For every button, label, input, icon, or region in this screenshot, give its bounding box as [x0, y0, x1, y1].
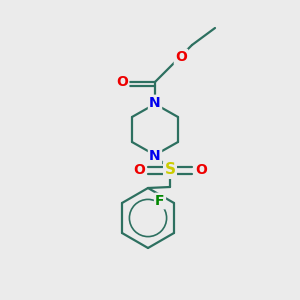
- Text: N: N: [149, 149, 161, 163]
- Text: O: O: [116, 75, 128, 89]
- Text: S: S: [164, 163, 175, 178]
- Text: O: O: [133, 163, 145, 177]
- Text: O: O: [175, 50, 187, 64]
- Text: F: F: [155, 194, 165, 208]
- Text: O: O: [195, 163, 207, 177]
- Text: N: N: [149, 96, 161, 110]
